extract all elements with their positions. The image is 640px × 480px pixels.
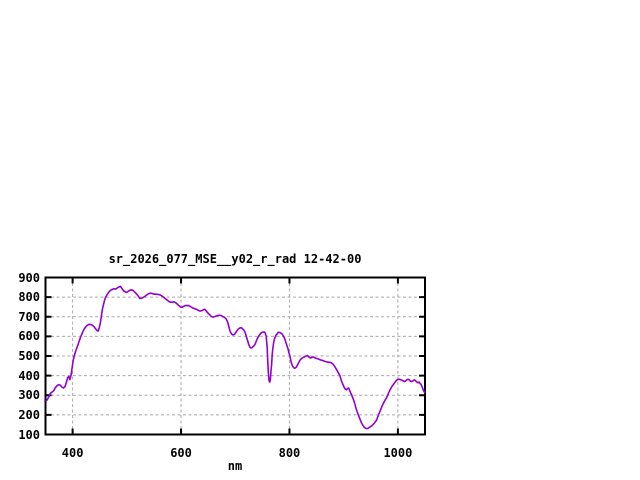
x-tick-label: 400 <box>61 446 84 460</box>
x-tick-label: 1000 <box>383 446 413 460</box>
y-tick-label: 700 <box>18 309 40 324</box>
y-tick-label: 100 <box>18 427 40 442</box>
y-tick-label: 900 <box>18 270 40 285</box>
y-tick-label: 600 <box>18 329 40 344</box>
y-tick-label: 200 <box>18 407 40 422</box>
x-tick-label: 800 <box>278 446 301 460</box>
y-tick-label: 400 <box>18 368 40 383</box>
y-tick-label: 800 <box>18 290 40 305</box>
y-tick-label: 300 <box>18 388 40 403</box>
x-axis-label: nm <box>227 459 243 473</box>
chart-title: sr_2026_077_MSE__y02_r_rad 12-42-00 <box>108 252 362 266</box>
data-curve <box>45 285 426 430</box>
y-tick-label: 500 <box>18 349 40 363</box>
x-tick-label: 600 <box>170 446 192 460</box>
